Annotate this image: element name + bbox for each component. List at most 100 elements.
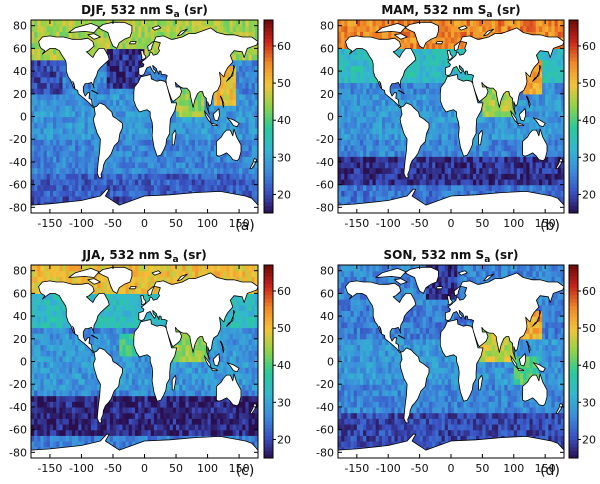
y-tick-label: 40 bbox=[13, 65, 27, 78]
map-panel-d: -150 -100 -50 0 50 100 150 80 60 40 20 0 -20 -40 -60 -8… bbox=[316, 248, 596, 479]
x-tick-label: -100 bbox=[376, 462, 401, 475]
panel-label-d: (d) bbox=[540, 463, 560, 479]
y-tick-label: -60 bbox=[316, 179, 334, 192]
y-tick-label: -40 bbox=[316, 401, 334, 414]
colorbar-d: 60 50 40 30 20 bbox=[568, 264, 596, 459]
y-tick-label: -80 bbox=[9, 201, 27, 214]
title-prefix: JJA, 532 nm S bbox=[81, 248, 172, 262]
x-tick-label: -150 bbox=[344, 462, 369, 475]
colorbar-tick-label: 20 bbox=[277, 433, 291, 446]
land-d bbox=[338, 266, 564, 458]
title-suffix: (sr) bbox=[492, 3, 520, 17]
y-tick-label: 80 bbox=[320, 265, 334, 278]
y-tick-label: 40 bbox=[320, 310, 334, 323]
title-suffix: (sr) bbox=[490, 248, 518, 262]
colorbar-tick-label: 20 bbox=[277, 188, 291, 201]
y-tick-label: 0 bbox=[327, 111, 334, 124]
y-tick-label: -80 bbox=[9, 446, 27, 459]
x-tick-label: 50 bbox=[169, 217, 183, 230]
x-tick-label: -50 bbox=[411, 217, 429, 230]
x-tick-label: 50 bbox=[475, 217, 489, 230]
y-tick-label: 20 bbox=[320, 333, 334, 346]
y-tick-label: 60 bbox=[13, 287, 27, 300]
y-tick-label: 60 bbox=[320, 287, 334, 300]
x-tick-label: 0 bbox=[448, 462, 455, 475]
x-tick-label: -50 bbox=[104, 217, 122, 230]
title-suffix: (sr) bbox=[179, 248, 207, 262]
panel-label-b: (b) bbox=[540, 218, 560, 234]
x-tick-label: -150 bbox=[37, 217, 62, 230]
y-tick-label: 40 bbox=[13, 310, 27, 323]
panel-label-a: (a) bbox=[235, 218, 255, 234]
y-tick-label: -60 bbox=[316, 424, 334, 437]
colorbar-tick-label: 20 bbox=[582, 188, 596, 201]
colorbar-tick-label: 40 bbox=[277, 359, 291, 372]
map-panel-c: -150 -100 -50 0 50 100 150 80 60 40 20 0 -20 -40 -60 -8… bbox=[9, 248, 291, 479]
y-tick-label: -20 bbox=[316, 133, 334, 146]
y-tick-label: -20 bbox=[316, 378, 334, 391]
x-tick-label: -50 bbox=[411, 462, 429, 475]
y-tick-label: -80 bbox=[316, 201, 334, 214]
y-tick-label: -40 bbox=[9, 401, 27, 414]
title-subscript: a bbox=[174, 10, 180, 20]
colorbar-tick-label: 60 bbox=[582, 285, 596, 298]
colorbar-tick-label: 60 bbox=[277, 285, 291, 298]
panel-title-d: SON, 532 nm Sa (sr) bbox=[383, 248, 518, 265]
colorbar-tick-label: 40 bbox=[582, 114, 596, 127]
colorbar-tick-label: 60 bbox=[582, 40, 596, 53]
y-tick-label: 80 bbox=[13, 20, 27, 33]
colorbar-tick-label: 40 bbox=[582, 359, 596, 372]
y-tick-label: -60 bbox=[9, 179, 27, 192]
x-tick-label: -150 bbox=[344, 217, 369, 230]
x-tick-label: 0 bbox=[141, 217, 148, 230]
colorbar-tick-label: 50 bbox=[582, 322, 596, 335]
colorbar-tick-label: 30 bbox=[277, 396, 291, 409]
x-tick-label: 0 bbox=[141, 462, 148, 475]
title-prefix: MAM, 532 nm S bbox=[381, 3, 486, 17]
title-suffix: (sr) bbox=[180, 3, 208, 17]
x-tick-label: 100 bbox=[503, 462, 524, 475]
x-tick-label: 100 bbox=[197, 217, 218, 230]
x-tick-label: -50 bbox=[104, 462, 122, 475]
colorbar-tick-label: 30 bbox=[582, 396, 596, 409]
x-tick-label: 0 bbox=[448, 217, 455, 230]
x-tick-label: -100 bbox=[376, 217, 401, 230]
colorbar-c: 60 50 40 30 20 bbox=[263, 264, 291, 459]
y-tick-label: -60 bbox=[9, 424, 27, 437]
title-prefix: SON, 532 nm S bbox=[383, 248, 484, 262]
colorbar-tick-label: 50 bbox=[277, 322, 291, 335]
colorbar-tick-label: 20 bbox=[582, 433, 596, 446]
x-tick-label: 50 bbox=[475, 462, 489, 475]
colorbar-tick-label: 30 bbox=[582, 151, 596, 164]
y-tick-label: -40 bbox=[316, 156, 334, 169]
title-subscript: a bbox=[172, 255, 178, 265]
y-tick-label: 60 bbox=[320, 42, 334, 55]
colorbar-tick-label: 50 bbox=[582, 77, 596, 90]
x-tick-label: -100 bbox=[69, 217, 94, 230]
y-tick-label: 20 bbox=[320, 88, 334, 101]
title-subscript: a bbox=[486, 10, 492, 20]
colorbar-tick-label: 40 bbox=[277, 114, 291, 127]
land-a bbox=[31, 21, 258, 213]
y-tick-label: 0 bbox=[327, 356, 334, 369]
x-tick-label: 100 bbox=[503, 217, 524, 230]
x-tick-label: 50 bbox=[169, 462, 183, 475]
title-subscript: a bbox=[484, 255, 490, 265]
land-c bbox=[31, 266, 258, 458]
colorbar-a: 60 50 40 30 20 bbox=[263, 19, 291, 214]
colorbar-tick-label: 60 bbox=[277, 40, 291, 53]
title-prefix: DJF, 532 nm S bbox=[81, 3, 174, 17]
y-tick-label: -40 bbox=[9, 156, 27, 169]
panel-title-c: JJA, 532 nm Sa (sr) bbox=[81, 248, 207, 265]
colorbar-tick-label: 30 bbox=[277, 151, 291, 164]
y-tick-label: 80 bbox=[13, 265, 27, 278]
colorbar-b: 60 50 40 30 20 bbox=[568, 19, 596, 214]
map-panel-b: -150 -100 -50 0 50 100 150 80 60 40 20 0 -20 -40 -60 -8… bbox=[316, 3, 596, 234]
panel-label-c: (c) bbox=[236, 463, 255, 479]
y-tick-label: 40 bbox=[320, 65, 334, 78]
y-tick-label: 0 bbox=[20, 356, 27, 369]
y-tick-label: 20 bbox=[13, 333, 27, 346]
panel-title-a: DJF, 532 nm Sa (sr) bbox=[81, 3, 208, 20]
x-tick-label: 100 bbox=[197, 462, 218, 475]
y-tick-label: 0 bbox=[20, 111, 27, 124]
